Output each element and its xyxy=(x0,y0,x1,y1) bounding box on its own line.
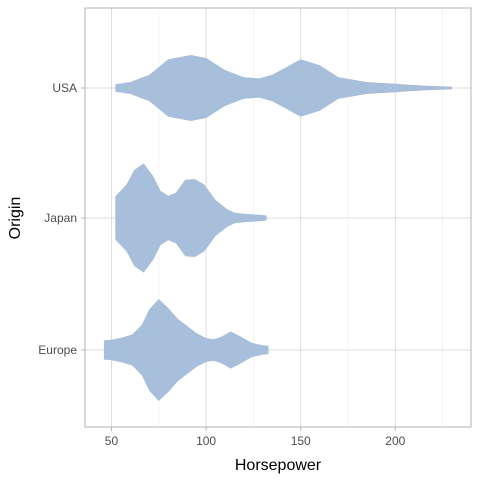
x-axis-title: Horsepower xyxy=(235,457,322,474)
x-tick-label: 150 xyxy=(291,434,311,448)
violin-japan xyxy=(115,163,267,273)
x-axis-ticks: 50 100 150 200 xyxy=(105,427,406,448)
y-tick-label: USA xyxy=(52,81,77,95)
x-tick-label: 200 xyxy=(385,434,405,448)
y-axis-title: Origin xyxy=(7,197,24,240)
y-tick-label: Japan xyxy=(44,211,77,225)
y-tick-label: Europe xyxy=(38,343,77,357)
x-tick-label: 100 xyxy=(196,434,216,448)
x-tick-label: 50 xyxy=(105,434,119,448)
violin-europe xyxy=(103,299,269,401)
y-axis-ticks: Europe Japan USA xyxy=(38,81,85,357)
violin-usa xyxy=(115,55,453,121)
violins xyxy=(103,55,453,401)
